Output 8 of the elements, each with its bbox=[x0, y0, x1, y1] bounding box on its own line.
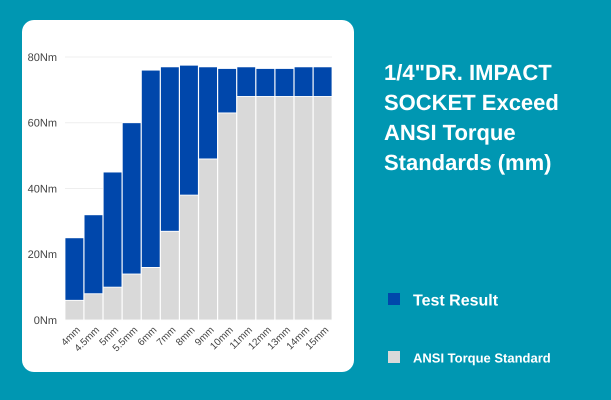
y-tick-label: 0Nm bbox=[34, 314, 57, 327]
text: 1/4"DR. IMPACT SOCKET Exceed ANSI Torque Standards (mm) bbox=[384, 60, 559, 175]
y-tick-label: 60Nm bbox=[28, 118, 57, 130]
y-tick-label: 40Nm bbox=[28, 183, 57, 196]
text: ANSI Torque Standard bbox=[413, 350, 551, 366]
y-tick-label: 20Nm bbox=[28, 249, 57, 262]
legend-label: Test Result bbox=[413, 292, 499, 310]
y-tick-label: 80Nm bbox=[28, 52, 57, 64]
